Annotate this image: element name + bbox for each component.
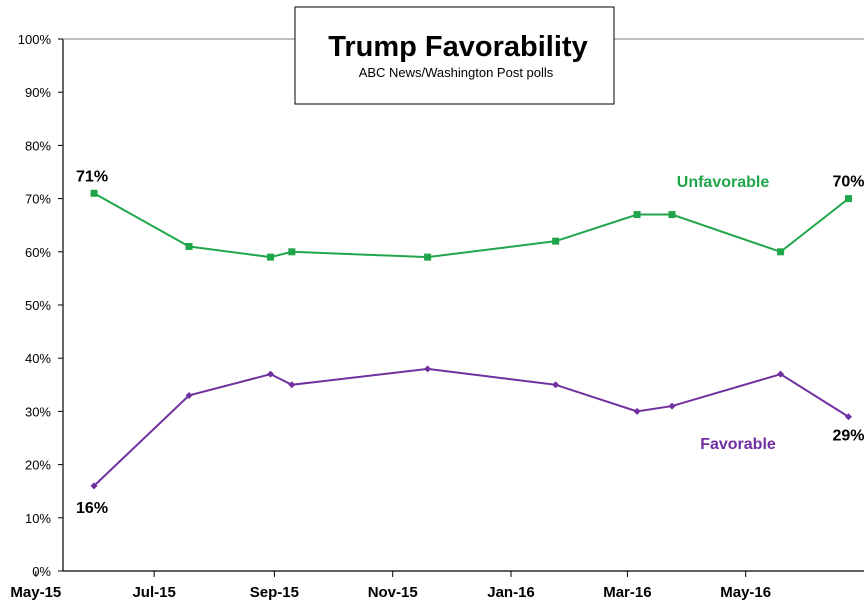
y-tick-label: 50% <box>25 298 51 313</box>
y-tick-label: 70% <box>25 192 51 207</box>
unfavorable-point <box>267 253 275 261</box>
x-axis-ticks: May-15 Jul-15 Sep-15 Nov-15 Jan-16 Mar-16 May-… <box>10 571 771 601</box>
favorable-point <box>633 407 641 415</box>
y-tick-label: 40% <box>25 351 51 366</box>
favorable-point <box>185 391 193 399</box>
unfavorable-point <box>424 253 432 261</box>
y-tick-label: 80% <box>25 138 51 153</box>
chart-axes <box>62 38 864 572</box>
y-tick-label: 10% <box>25 511 51 526</box>
y-tick-label: 0% <box>32 564 51 579</box>
unfavorable-point <box>633 211 641 219</box>
y-tick-label: 60% <box>25 245 51 260</box>
x-tick-label: Nov-15 <box>368 584 418 601</box>
favorable-point <box>267 370 275 378</box>
unfavorable-point <box>668 211 676 219</box>
unfavorable-series <box>90 189 852 261</box>
favorable-point <box>777 370 785 378</box>
favorable-point <box>552 381 560 389</box>
unfavorable-point <box>90 189 98 197</box>
unfavorable-point <box>844 195 852 203</box>
favorable-series-label: Favorable <box>700 436 776 453</box>
y-axis-ticks: 0% 10% 20% 30% 40% 50% 60% 70% 80% 90% 100% <box>18 32 63 579</box>
chart-title: Trump Favorability <box>328 31 587 63</box>
chart-subtitle: ABC News/Washington Post polls <box>359 65 554 80</box>
favorable-point <box>844 413 852 421</box>
x-tick-label: Jan-16 <box>487 584 535 601</box>
favorable-line <box>93 367 850 487</box>
y-tick-label: 100% <box>18 32 52 47</box>
data-label: 70% <box>832 174 864 191</box>
favorable-series <box>90 365 852 490</box>
unfavorable-point <box>777 248 785 256</box>
x-tick-label: Jul-15 <box>132 584 175 601</box>
y-tick-label: 90% <box>25 85 51 100</box>
favorable-point <box>668 402 676 410</box>
x-tick-label: May-16 <box>720 584 771 601</box>
y-tick-label: 30% <box>25 404 51 419</box>
unfavorable-point <box>288 248 296 256</box>
data-label: 16% <box>76 500 108 517</box>
favorable-point <box>424 365 432 373</box>
data-label: 29% <box>832 428 864 445</box>
series-layer <box>90 189 852 490</box>
favorable-point <box>288 381 296 389</box>
unfavorable-point <box>552 237 560 245</box>
favorable-point <box>90 482 98 490</box>
unfavorable-point <box>185 242 193 250</box>
x-tick-label: May-15 <box>10 584 61 601</box>
x-tick-label: Sep-15 <box>250 584 299 601</box>
unfavorable-line <box>93 192 850 259</box>
y-tick-label: 20% <box>25 458 51 473</box>
unfavorable-series-label: Unfavorable <box>677 174 770 191</box>
x-tick-label: Mar-16 <box>603 584 651 601</box>
data-label: 71% <box>76 168 108 185</box>
title-box: Trump Favorability ABC News/Washington P… <box>294 6 615 105</box>
data-labels: Unfavorable Favorable 71% 70% 16% 29% <box>76 168 864 517</box>
